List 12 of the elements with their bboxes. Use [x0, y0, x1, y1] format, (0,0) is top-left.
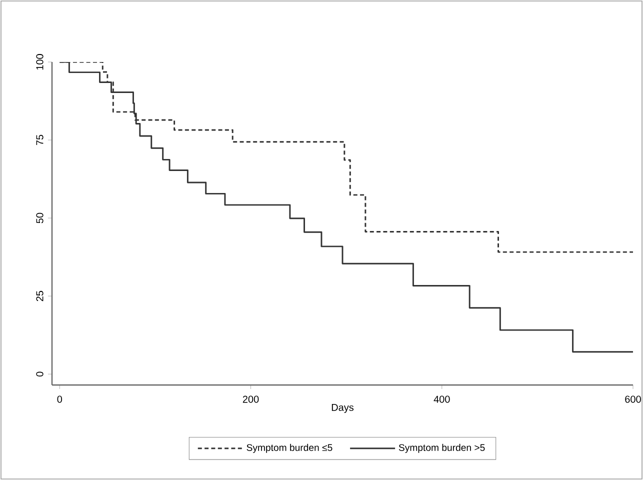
y-tick-label: 50: [36, 212, 44, 224]
y-tick-label: 100: [36, 54, 44, 70]
x-tick-label: 200: [242, 396, 259, 403]
x-tick-label: 600: [625, 396, 641, 403]
y-tick-label: 0: [36, 372, 44, 376]
x-tick-label: 0: [57, 396, 62, 403]
x-tick-label: 400: [434, 396, 450, 403]
y-tick-label: 25: [36, 290, 44, 302]
y-tick-label: 75: [36, 134, 44, 146]
legend-label: Symptom burden >5: [398, 444, 485, 453]
legend-label: Symptom burden ≤5: [246, 444, 332, 453]
x-axis-title: Days: [332, 404, 354, 413]
